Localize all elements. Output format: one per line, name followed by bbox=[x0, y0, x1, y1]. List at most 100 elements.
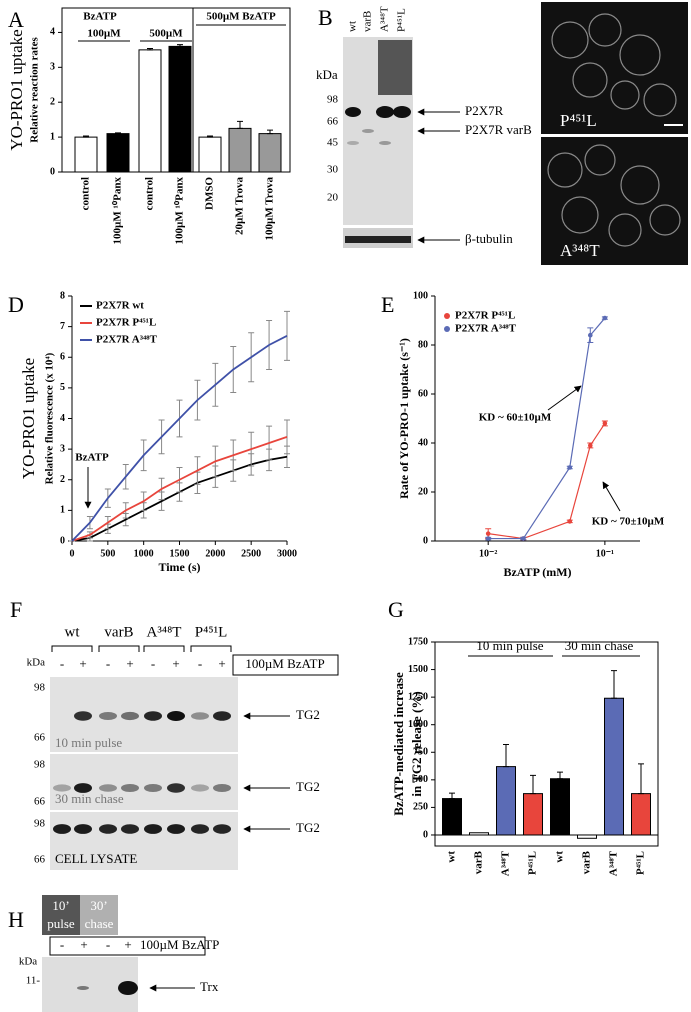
point bbox=[587, 332, 593, 338]
panel-letter: A bbox=[8, 7, 24, 32]
x-tick-label: control bbox=[144, 177, 156, 210]
panel-letter: G bbox=[388, 597, 404, 622]
condition-box bbox=[80, 895, 118, 935]
y-tick-label: 250 bbox=[413, 802, 428, 813]
error-bar bbox=[115, 132, 121, 135]
band bbox=[347, 141, 359, 145]
point bbox=[567, 519, 573, 524]
y-tick-label: 60 bbox=[418, 388, 428, 399]
y-tick-label: 80 bbox=[418, 339, 428, 350]
sign: - bbox=[198, 656, 202, 671]
blot-label: 30 min chase bbox=[55, 791, 124, 806]
plot-frame bbox=[434, 641, 659, 847]
x-tick-label: DMSO bbox=[204, 177, 216, 210]
treatment-box bbox=[49, 936, 206, 956]
error-bar bbox=[449, 792, 455, 800]
condition-label: chase bbox=[85, 916, 114, 931]
lane-bracket bbox=[190, 645, 232, 652]
mw-label: 98 bbox=[34, 818, 46, 830]
y-tick-label: 0 bbox=[50, 166, 55, 177]
y-tick-label: 5 bbox=[60, 382, 65, 393]
y-tick-label: 750 bbox=[413, 747, 428, 758]
point bbox=[485, 536, 491, 541]
mw-label: 66 bbox=[34, 796, 46, 808]
lane-label: P⁴⁵¹L bbox=[195, 624, 227, 640]
error-bar bbox=[83, 135, 89, 138]
point bbox=[602, 315, 608, 321]
mw-unit: kDa bbox=[316, 67, 338, 82]
blot bbox=[50, 812, 238, 870]
x-tick-label: P⁴⁵¹L bbox=[527, 851, 539, 875]
x-tick-label: 3000 bbox=[277, 548, 297, 559]
band bbox=[345, 107, 361, 117]
band bbox=[379, 141, 391, 145]
condition-label: 30’ bbox=[90, 898, 107, 913]
y-tick-label: 0 bbox=[423, 829, 428, 840]
band-label: β-tubulin bbox=[465, 231, 513, 246]
annotation-arrow bbox=[602, 481, 621, 512]
panel-letter: H bbox=[8, 907, 24, 932]
y-tick-label: 40 bbox=[418, 437, 428, 448]
x-tick-label: 100µM ¹⁰Panx bbox=[174, 177, 186, 245]
mw-unit: kDa bbox=[19, 956, 37, 968]
mw-label: 98 bbox=[34, 682, 46, 694]
series-line bbox=[71, 335, 288, 542]
bar bbox=[523, 793, 543, 836]
x-tick-label: 0 bbox=[70, 548, 75, 559]
bar bbox=[442, 798, 462, 836]
x-tick-label: A³⁴⁸T bbox=[500, 850, 512, 876]
band bbox=[213, 824, 231, 834]
annotation: BzATP bbox=[75, 452, 109, 464]
legend-label: P2X7R A³⁴⁸T bbox=[96, 334, 158, 346]
band bbox=[213, 784, 231, 792]
legend-swatch bbox=[444, 313, 450, 319]
mw-label: 45 bbox=[327, 137, 339, 149]
y-tick-label: 4 bbox=[60, 413, 65, 424]
band bbox=[74, 711, 92, 721]
band bbox=[144, 784, 162, 792]
x-tick-label: 10⁻¹ bbox=[596, 548, 614, 559]
bar bbox=[228, 127, 252, 173]
y-axis-label: YO-PRO1 uptake bbox=[7, 29, 26, 150]
band bbox=[144, 824, 162, 834]
x-tick-label: wt bbox=[446, 851, 458, 863]
treatment: 100µM BzATP bbox=[140, 937, 219, 952]
band-label: TG2 bbox=[296, 820, 320, 835]
y-axis-sublabel: in TG2 release (%) bbox=[409, 691, 424, 796]
band bbox=[345, 236, 411, 243]
y-tick-label: 1250 bbox=[408, 691, 428, 702]
band bbox=[376, 106, 394, 118]
x-axis-label: Time (s) bbox=[158, 560, 200, 574]
y-tick-label: 4 bbox=[50, 27, 55, 38]
x-tick-label: P⁴⁵¹L bbox=[635, 851, 647, 875]
lane-label: wt bbox=[65, 624, 81, 640]
y-tick-label: 1750 bbox=[408, 636, 428, 647]
fit-line bbox=[488, 423, 606, 540]
point bbox=[587, 443, 593, 448]
annotation: KD ~ 60±10µM bbox=[479, 412, 552, 424]
mw-label: 66 bbox=[34, 854, 46, 866]
point bbox=[521, 536, 526, 541]
legend-label: P2X7R P⁴⁵¹L bbox=[455, 310, 515, 322]
bar bbox=[106, 133, 130, 173]
lane-label: wt bbox=[347, 21, 359, 32]
sign: + bbox=[172, 656, 179, 671]
band bbox=[121, 784, 139, 792]
y-axis-sublabel: Relative fluorescence (x 10⁴) bbox=[44, 352, 56, 484]
bar bbox=[138, 49, 162, 173]
x-tick-label: A³⁴⁸T bbox=[608, 850, 620, 876]
error-bar bbox=[177, 44, 183, 47]
band bbox=[191, 824, 209, 834]
sign: - bbox=[106, 656, 110, 671]
mw-label: 11- bbox=[26, 975, 41, 987]
band bbox=[99, 824, 117, 834]
error-bar bbox=[557, 771, 563, 780]
blot-label: CELL LYSATE bbox=[55, 851, 137, 866]
mw-label: 66 bbox=[34, 732, 46, 744]
fit-line bbox=[488, 317, 606, 540]
x-tick-label: 10⁻² bbox=[479, 548, 497, 559]
point bbox=[567, 465, 573, 470]
sign: + bbox=[124, 937, 131, 952]
panel-letter: D bbox=[8, 292, 24, 317]
